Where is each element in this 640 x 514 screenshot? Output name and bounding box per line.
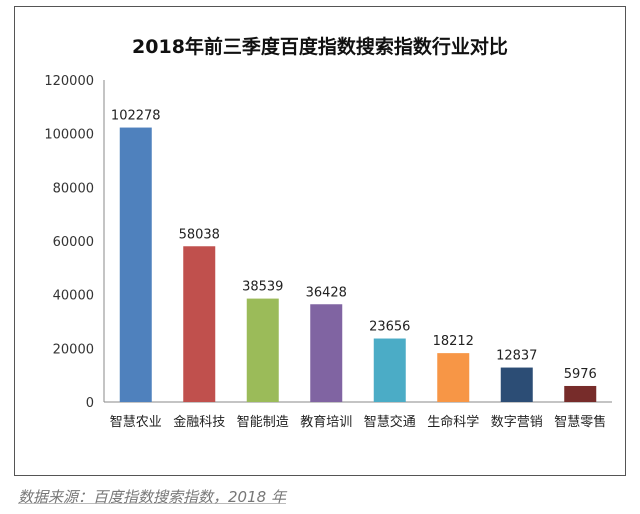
bar [119, 127, 152, 403]
bar-value-label: 23656 [369, 320, 410, 335]
bar-value-label: 36428 [306, 285, 347, 300]
bar [246, 298, 279, 402]
bar [564, 385, 597, 402]
x-category-label: 智能制造 [237, 415, 289, 430]
bar [183, 246, 216, 402]
source-note: 数据来源：百度指数搜索指数，2018 年 [18, 488, 286, 506]
bars-group: 102278 智慧农业 58038 金融科技 38539 智能制造 36428 教育培训 236… [110, 109, 607, 430]
x-category-label: 数字营销 [491, 415, 543, 430]
y-tick-label: 40000 [53, 289, 94, 304]
bar-value-label: 38539 [242, 280, 283, 295]
bar-value-label: 18212 [433, 334, 474, 349]
bar [310, 304, 343, 402]
x-category-label: 智慧零售 [554, 414, 606, 430]
x-category-label: 金融科技 [173, 414, 225, 430]
x-category-label: 智慧交通 [364, 414, 416, 430]
bar [500, 367, 533, 402]
bar [437, 353, 470, 402]
x-category-label: 智慧农业 [110, 414, 162, 430]
bar-value-label: 58038 [179, 227, 220, 242]
bar-value-label: 12837 [496, 349, 537, 364]
x-category-label: 教育培训 [300, 414, 352, 430]
bar [373, 338, 406, 402]
y-tick-label: 100000 [44, 128, 94, 143]
y-axis-ticks: 0 20000 40000 60000 80000 100000 120000 [44, 74, 94, 411]
chart-title: 2018年前三季度百度指数搜索指数行业对比 [132, 36, 508, 58]
y-tick-label: 0 [86, 396, 94, 411]
bar-value-label: 5976 [564, 367, 597, 382]
y-tick-label: 20000 [53, 342, 94, 357]
y-tick-label: 80000 [53, 181, 94, 196]
bar-value-label: 102278 [111, 109, 161, 124]
y-tick-label: 120000 [44, 74, 94, 89]
bar-chart: 0 20000 40000 60000 80000 100000 120000 102278… [44, 74, 612, 430]
y-tick-label: 60000 [53, 235, 94, 250]
x-category-label: 生命科学 [427, 414, 479, 430]
